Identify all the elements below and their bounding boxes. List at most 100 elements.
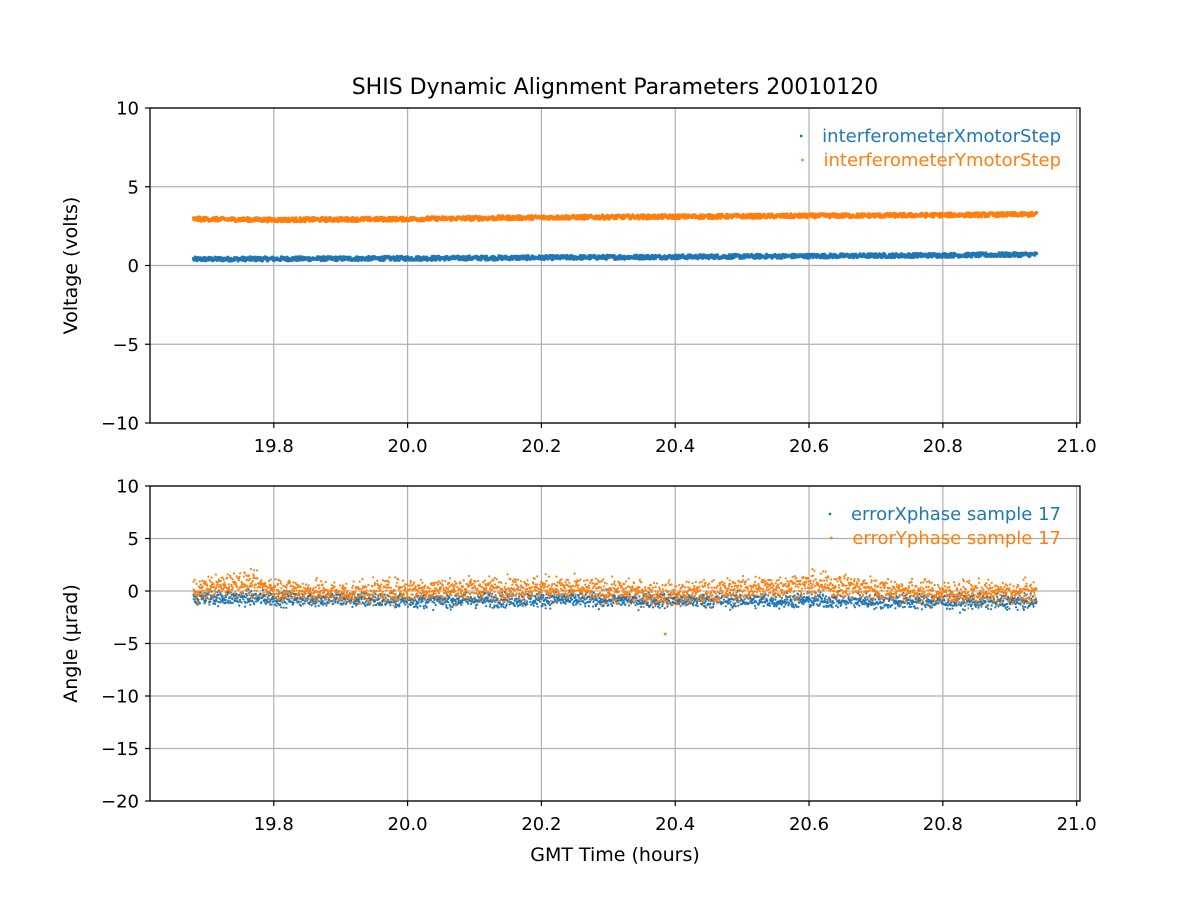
data-point: [297, 600, 300, 603]
data-point: [226, 599, 229, 602]
data-point: [461, 601, 464, 604]
data-point: [576, 602, 579, 605]
data-point: [273, 603, 276, 606]
data-point: [613, 595, 616, 598]
data-point: [459, 602, 462, 605]
data-point: [774, 598, 777, 601]
data-point: [583, 598, 586, 601]
data-point: [754, 607, 757, 610]
data-point: [193, 595, 196, 598]
y-tick-label: −10: [101, 414, 139, 435]
data-point: [722, 598, 725, 601]
data-point: [384, 596, 387, 599]
data-point: [712, 603, 715, 606]
data-point: [780, 596, 784, 599]
data-point: [595, 599, 599, 602]
data-point: [399, 593, 402, 596]
data-point: [553, 596, 556, 599]
data-point: [569, 599, 572, 602]
data-point: [485, 605, 488, 608]
data-point: [393, 600, 396, 603]
data-point: [663, 607, 666, 610]
data-point: [221, 601, 224, 604]
data-point: [372, 604, 375, 607]
data-point: [570, 598, 574, 601]
data-point: [508, 603, 511, 606]
data-point: [499, 594, 502, 597]
data-point: [559, 602, 563, 605]
data-point: [210, 590, 213, 593]
data-point: [427, 600, 430, 603]
data-point: [561, 595, 565, 598]
data-point: [378, 597, 381, 600]
data-point: [692, 604, 695, 607]
data-point: [681, 603, 685, 606]
data-point: [549, 607, 552, 610]
data-point: [448, 596, 451, 599]
data-point: [803, 595, 806, 599]
data-point: [355, 604, 358, 607]
data-point: [212, 602, 215, 605]
data-point: [592, 605, 595, 608]
data-point: [572, 604, 575, 607]
data-point: [591, 597, 594, 601]
data-point: [768, 602, 771, 605]
data-point: [451, 597, 455, 600]
data-point: [792, 603, 795, 606]
data-point: [255, 600, 258, 603]
data-point: [431, 600, 434, 604]
data-point: [718, 592, 721, 595]
data-point: [627, 599, 630, 602]
data-point: [510, 597, 514, 601]
data-point: [467, 602, 470, 605]
data-point: [752, 597, 755, 600]
data-point: [470, 602, 473, 606]
data-point: [528, 600, 532, 604]
data-point: [453, 598, 456, 601]
data-point: [420, 601, 423, 604]
data-point: [623, 601, 626, 604]
data-point: [821, 597, 824, 600]
data-point: [795, 605, 798, 609]
data-point: [762, 604, 765, 608]
data-point: [207, 593, 210, 596]
data-point: [810, 604, 813, 607]
data-point: [712, 605, 715, 609]
data-point: [385, 602, 388, 606]
data-point: [663, 254, 667, 258]
data-point: [544, 607, 547, 610]
data-point: [444, 597, 447, 600]
x-tick-label: 20.6: [789, 436, 829, 457]
data-point: [733, 602, 737, 605]
data-point: [260, 601, 263, 604]
legend-marker: [799, 134, 803, 138]
data-point: [696, 605, 699, 608]
voltage-panel: 19.8 20.0 20.2 20.4 20.6 20.8 21.01050−5−10Vol…: [60, 99, 1097, 458]
data-point: [473, 596, 476, 600]
data-point: [270, 603, 273, 606]
data-point: [341, 603, 344, 606]
data-point: [247, 588, 250, 591]
data-point: [1034, 251, 1039, 256]
data-point: [497, 606, 500, 609]
data-point: [294, 216, 298, 220]
data-point: [641, 597, 644, 600]
data-point: [772, 597, 775, 601]
data-point: [597, 608, 601, 611]
data-point: [416, 606, 419, 609]
data-point: [724, 605, 727, 608]
data-point: [562, 598, 565, 601]
data-point: [687, 603, 690, 606]
data-point: [544, 604, 547, 607]
data-point: [290, 595, 293, 598]
data-point: [434, 603, 437, 607]
data-point: [836, 606, 840, 609]
data-point: [797, 593, 800, 596]
data-point: [230, 601, 233, 605]
data-point: [253, 603, 256, 606]
data-point: [231, 598, 234, 601]
data-point: [363, 592, 366, 595]
data-point: [246, 601, 249, 604]
data-point: [853, 606, 857, 609]
data-point: [488, 605, 492, 608]
